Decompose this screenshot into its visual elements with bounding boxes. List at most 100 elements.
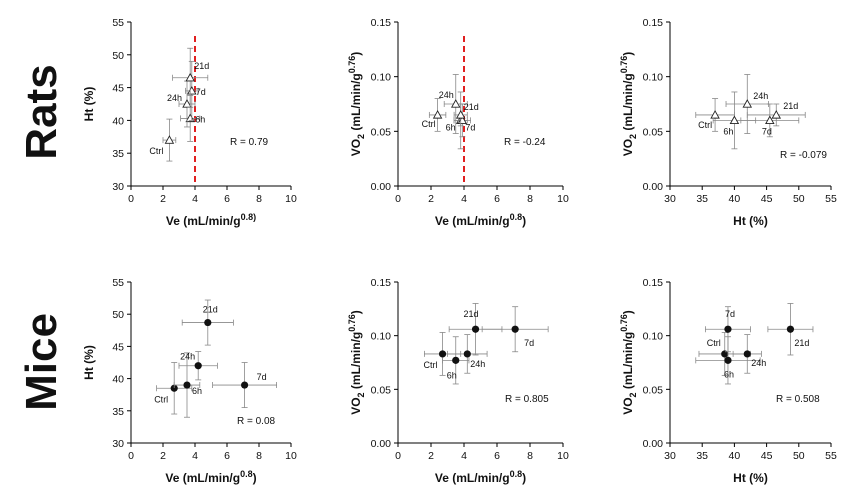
correlation-label: R = 0.79 — [230, 137, 269, 148]
y-tick-label: 0.15 — [643, 17, 664, 29]
correlation-label: R = -0.24 — [504, 137, 546, 148]
y-tick-label: 35 — [112, 148, 124, 160]
data-point-circle — [452, 356, 460, 364]
point-label: 21d — [203, 305, 218, 315]
x-tick-label: 0 — [395, 450, 401, 462]
x-tick-label: 10 — [285, 450, 297, 462]
x-axis-label: Ht (%) — [733, 471, 768, 485]
y-axis-label: VO2 (mL/min/g0.76) — [347, 52, 366, 157]
x-tick-label: 35 — [696, 450, 708, 462]
y-tick-label: 0.10 — [643, 331, 664, 343]
point-label: Ctrl — [154, 394, 168, 404]
point-label: 24h — [167, 93, 182, 103]
correlation-label: R = 0.08 — [237, 416, 276, 427]
y-tick-label: 0.05 — [371, 384, 392, 396]
data-point-triangle — [185, 72, 195, 82]
y-axis-label: VO2 (mL/min/g0.76) — [347, 310, 366, 415]
y-tick-label: 30 — [112, 438, 124, 450]
point-label: 6h — [723, 126, 733, 136]
y-tick-label: 0.00 — [643, 438, 664, 450]
y-tick-label: 45 — [112, 341, 124, 353]
x-tick-label: 6 — [494, 193, 500, 205]
data-point-circle — [438, 350, 447, 358]
x-tick-label: 40 — [729, 193, 741, 205]
point-label: 6h — [724, 369, 734, 379]
row-label-rats: Rats — [17, 64, 66, 159]
x-tick-label: 2 — [428, 450, 434, 462]
point-label: 21d — [464, 309, 479, 319]
y-tick-label: 50 — [112, 309, 124, 321]
point-label: 7d — [524, 338, 534, 348]
y-tick-label: 0.05 — [643, 126, 664, 138]
point-label: Ctrl — [149, 146, 163, 156]
x-tick-label: 2 — [160, 450, 166, 462]
x-tick-label: 50 — [793, 450, 805, 462]
data-point-circle — [471, 325, 480, 333]
y-tick-label: 0.10 — [371, 331, 392, 343]
point-label: 24h — [439, 90, 454, 100]
data-point-circle — [743, 350, 751, 358]
data-point-circle — [511, 325, 519, 333]
correlation-label: R = 0.508 — [776, 394, 820, 405]
scatter-panel-5: 0 2 4 6 8 10 0.00 0.05 0.10 0.15 Ve (mL/min/g0.8) V… — [347, 277, 569, 485]
point-label: Ctrl — [424, 360, 438, 370]
point-label: 24h — [753, 91, 768, 101]
y-tick-label: 0.10 — [371, 72, 392, 84]
x-tick-label: 30 — [664, 193, 676, 205]
x-tick-label: 55 — [825, 193, 837, 205]
y-tick-label: 55 — [112, 17, 124, 29]
y-tick-label: 50 — [112, 50, 124, 62]
correlation-label: R = -0.079 — [780, 150, 827, 161]
point-label: 6h — [446, 122, 456, 132]
data-point-circle — [170, 384, 178, 392]
point-label: 21d — [464, 102, 479, 112]
x-tick-label: 8 — [527, 450, 533, 462]
point-label: 21d — [794, 338, 809, 348]
x-tick-label: 8 — [256, 193, 262, 205]
data-point-circle — [194, 362, 202, 370]
x-tick-label: 50 — [793, 193, 805, 205]
x-tick-label: 4 — [461, 193, 467, 205]
x-tick-label: 4 — [461, 450, 467, 462]
data-point-triangle — [455, 110, 466, 119]
x-axis-label: Ve (mL/min/g0.8) — [165, 469, 256, 485]
correlation-label: R = 0.805 — [505, 394, 549, 405]
data-point-circle — [724, 356, 732, 364]
x-tick-label: 45 — [761, 193, 773, 205]
x-tick-label: 45 — [761, 450, 773, 462]
x-tick-label: 6 — [224, 193, 230, 205]
y-tick-label: 0.05 — [371, 126, 392, 138]
data-point-circle — [786, 325, 795, 333]
y-tick-label: 30 — [112, 181, 124, 193]
point-label: 24h — [470, 359, 485, 369]
data-point-circle — [204, 318, 212, 327]
point-label: 6h — [192, 386, 202, 396]
y-tick-label: 0.15 — [371, 17, 392, 29]
data-point-triangle — [765, 115, 775, 125]
y-tick-label: 0.15 — [643, 277, 664, 289]
data-point-triangle — [771, 110, 782, 119]
point-label: 7d — [196, 87, 206, 97]
y-axis-label: Ht (%) — [82, 87, 96, 122]
y-tick-label: 0.05 — [643, 384, 664, 396]
y-axis-label: Ht (%) — [82, 345, 96, 380]
y-tick-label: 0.10 — [643, 72, 664, 84]
scatter-panel-3: 30 35 40 45 50 55 0.00 0.05 0.10 0.15 Ht (%) VO2 (m… — [619, 17, 837, 228]
x-tick-label: 8 — [527, 193, 533, 205]
point-label: Ctrl — [698, 120, 712, 130]
y-axis-label: VO2 (mL/min/g0.76) — [619, 52, 638, 157]
x-tick-label: 55 — [825, 450, 837, 462]
x-tick-label: 30 — [664, 450, 676, 462]
x-tick-label: 8 — [256, 450, 262, 462]
data-point-circle — [724, 325, 732, 333]
y-tick-label: 55 — [112, 277, 124, 289]
data-point-triangle — [729, 115, 740, 125]
point-label: 7d — [762, 126, 772, 136]
point-label: 7d — [725, 309, 735, 319]
x-tick-label: 10 — [557, 450, 569, 462]
scatter-panel-4: 0 2 4 6 8 10 30 35 40 45 50 55 Ve (mL/min/g0.8) Ht (%… — [82, 277, 297, 485]
y-tick-label: 0.15 — [371, 277, 392, 289]
x-tick-label: 0 — [395, 193, 401, 205]
x-tick-label: 4 — [192, 193, 198, 205]
